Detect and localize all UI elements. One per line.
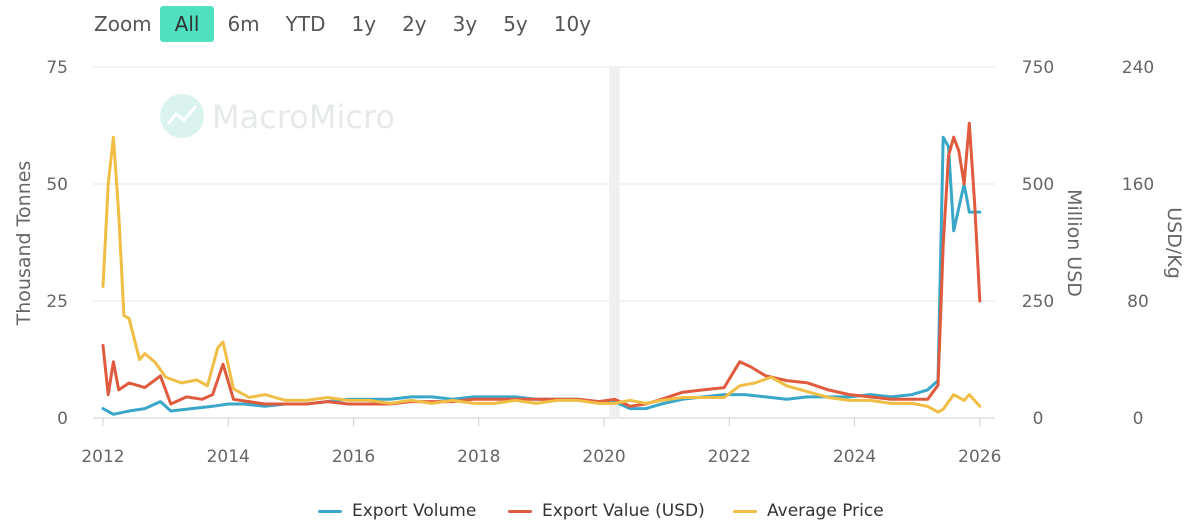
zoom-2y-button[interactable]: 2y bbox=[402, 12, 427, 36]
right2-y-tick-label: 240 bbox=[1122, 58, 1154, 78]
right1-y-tick-label: 250 bbox=[1022, 292, 1054, 312]
shaded-band bbox=[609, 67, 620, 418]
zoom-6m-button[interactable]: 6m bbox=[227, 12, 260, 36]
x-tick-label: 2016 bbox=[332, 447, 375, 467]
right1-y-tick-label: 500 bbox=[1022, 175, 1054, 195]
series-line-export-volume[interactable] bbox=[101, 135, 982, 416]
left-y-tick-label: 50 bbox=[46, 175, 68, 195]
x-tick-label: 2024 bbox=[833, 447, 876, 467]
left-y-tick-label: 75 bbox=[46, 58, 68, 78]
left-y-tick-label: 0 bbox=[57, 409, 68, 429]
right2-y-tick-label: 0 bbox=[1133, 409, 1144, 429]
left-y-tick-label: 25 bbox=[46, 292, 68, 312]
zoom-label: Zoom bbox=[94, 12, 152, 36]
series-layer bbox=[101, 121, 982, 416]
tick-labels: 2012 2014 2016 2018 2020 2022 2024 202602550750… bbox=[46, 58, 1154, 467]
left-axis-title: Thousand Tonnes bbox=[13, 161, 35, 327]
right2-axis-title: USD/Kg bbox=[1163, 207, 1185, 279]
grid-lines bbox=[93, 66, 995, 419]
legend-swatch-export-volume bbox=[318, 509, 342, 513]
right2-y-tick-label: 160 bbox=[1122, 175, 1154, 195]
legend-item-export-volume[interactable]: Export Volume bbox=[318, 496, 476, 526]
x-tick-label: 2014 bbox=[207, 447, 250, 467]
legend-label-export-volume: Export Volume bbox=[352, 501, 477, 521]
right1-y-tick-label: 0 bbox=[1033, 409, 1044, 429]
series-line-average-price[interactable] bbox=[101, 135, 982, 414]
watermark: MacroMicro bbox=[160, 94, 395, 138]
zoom-10y-button[interactable]: 10y bbox=[553, 12, 592, 36]
zoom-1y-button[interactable]: 1y bbox=[351, 12, 377, 36]
zoom-3y-button[interactable]: 3y bbox=[452, 12, 478, 36]
right1-y-tick-label: 750 bbox=[1022, 58, 1054, 78]
zoom-5y-button[interactable]: 5y bbox=[503, 12, 528, 36]
right1-axis-title: Million USD bbox=[1063, 189, 1085, 297]
legend-label-export-value: Export Value (USD) bbox=[542, 501, 705, 521]
watermark-text: MacroMicro bbox=[212, 98, 395, 136]
legend-swatch-export-value bbox=[508, 509, 532, 513]
legend-swatch-average-price bbox=[733, 509, 757, 513]
watermark-logo-mark bbox=[166, 105, 198, 125]
legend: Export Volume Export Value (USD) Average… bbox=[0, 496, 1200, 526]
x-tick-label: 2020 bbox=[582, 447, 625, 467]
x-tick-label: 2012 bbox=[81, 447, 124, 467]
x-tick-label: 2022 bbox=[708, 447, 751, 467]
legend-item-average-price[interactable]: Average Price bbox=[733, 496, 884, 526]
watermark-logo-icon bbox=[160, 94, 204, 138]
x-tick-label: 2026 bbox=[958, 447, 1001, 467]
zoom-all-button[interactable]: All bbox=[159, 6, 215, 42]
legend-label-average-price: Average Price bbox=[767, 501, 884, 521]
x-tick-label: 2018 bbox=[457, 447, 500, 467]
right2-y-tick-label: 80 bbox=[1127, 292, 1149, 312]
series-line-export-value-usd[interactable] bbox=[101, 121, 982, 408]
legend-item-export-value[interactable]: Export Value (USD) bbox=[508, 496, 705, 526]
zoom-bar: Zoom All 6m YTD 1y 2y 3y 5y 10y bbox=[88, 6, 604, 42]
zoom-ytd-button[interactable]: YTD bbox=[285, 12, 326, 36]
